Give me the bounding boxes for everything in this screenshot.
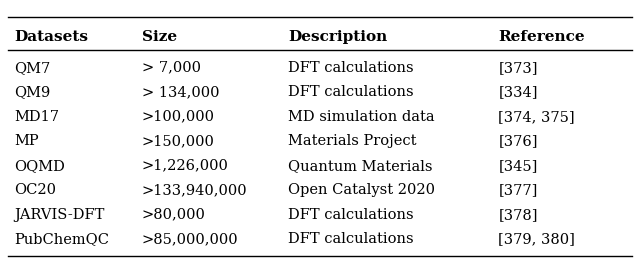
Text: MD17: MD17 bbox=[14, 110, 59, 124]
Text: DFT calculations: DFT calculations bbox=[288, 61, 414, 75]
Text: >80,000: >80,000 bbox=[141, 208, 205, 222]
Text: Open Catalyst 2020: Open Catalyst 2020 bbox=[288, 183, 435, 197]
Text: [334]: [334] bbox=[499, 85, 538, 99]
Text: PubChemQC: PubChemQC bbox=[14, 232, 109, 246]
Text: [345]: [345] bbox=[499, 159, 538, 173]
Text: [379, 380]: [379, 380] bbox=[499, 232, 575, 246]
Text: Quantum Materials: Quantum Materials bbox=[288, 159, 433, 173]
Text: Materials Project: Materials Project bbox=[288, 134, 417, 148]
Text: >133,940,000: >133,940,000 bbox=[141, 183, 247, 197]
Text: OC20: OC20 bbox=[14, 183, 56, 197]
Text: > 7,000: > 7,000 bbox=[141, 61, 200, 75]
Text: DFT calculations: DFT calculations bbox=[288, 208, 414, 222]
Text: MD simulation data: MD simulation data bbox=[288, 110, 435, 124]
Text: [374, 375]: [374, 375] bbox=[499, 110, 575, 124]
Text: OQMD: OQMD bbox=[14, 159, 65, 173]
Text: QM9: QM9 bbox=[14, 85, 51, 99]
Text: > 134,000: > 134,000 bbox=[141, 85, 219, 99]
Text: >1,226,000: >1,226,000 bbox=[141, 159, 228, 173]
Text: DFT calculations: DFT calculations bbox=[288, 232, 414, 246]
Text: JARVIS-DFT: JARVIS-DFT bbox=[14, 208, 104, 222]
Text: Datasets: Datasets bbox=[14, 30, 88, 44]
Text: >85,000,000: >85,000,000 bbox=[141, 232, 238, 246]
Text: Description: Description bbox=[288, 30, 387, 44]
Text: [373]: [373] bbox=[499, 61, 538, 75]
Text: >150,000: >150,000 bbox=[141, 134, 214, 148]
Text: QM7: QM7 bbox=[14, 61, 51, 75]
Text: [376]: [376] bbox=[499, 134, 538, 148]
Text: Size: Size bbox=[141, 30, 177, 44]
Text: [378]: [378] bbox=[499, 208, 538, 222]
Text: >100,000: >100,000 bbox=[141, 110, 214, 124]
Text: DFT calculations: DFT calculations bbox=[288, 85, 414, 99]
Text: Reference: Reference bbox=[499, 30, 585, 44]
Text: [377]: [377] bbox=[499, 183, 538, 197]
Text: MP: MP bbox=[14, 134, 39, 148]
